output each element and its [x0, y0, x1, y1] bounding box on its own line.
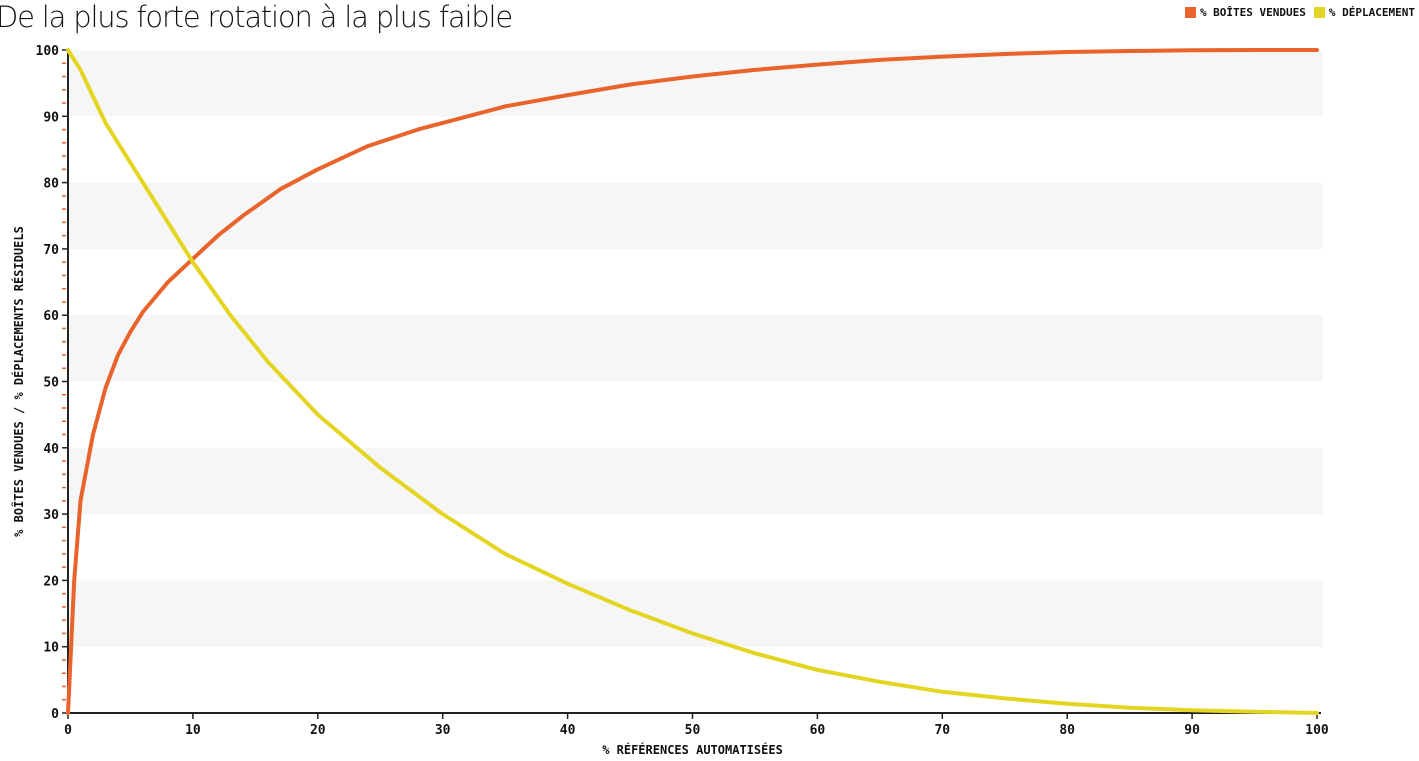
legend: % BOÎTES VENDUES % DÉPLACEMENT	[1184, 6, 1415, 19]
legend-item-boites[interactable]: % BOÎTES VENDUES	[1184, 6, 1306, 19]
y-tick-label: 30	[43, 508, 59, 523]
y-tick-label: 90	[43, 110, 59, 125]
axes	[67, 48, 1321, 714]
x-tick-label: 80	[1059, 723, 1075, 738]
x-tick-label: 40	[560, 723, 576, 738]
legend-item-deplacement[interactable]: % DÉPLACEMENT	[1313, 6, 1415, 19]
grid-band	[68, 580, 1323, 647]
x-tick-label: 0	[64, 723, 72, 738]
grid-band	[68, 182, 1323, 249]
legend-label-boites: % BOÎTES VENDUES	[1199, 6, 1306, 19]
x-tick-label: 10	[185, 723, 201, 738]
legend-swatch-deplacement	[1313, 7, 1325, 18]
series-line-boites-vendues	[66, 48, 1319, 715]
x-tick-label: 50	[685, 723, 701, 738]
y-tick-label: 50	[43, 376, 59, 391]
x-tick-label: 30	[435, 723, 451, 738]
x-axis-label: % RÉFÉRENCES AUTOMATISÉES	[602, 742, 783, 757]
grid-band	[68, 447, 1323, 515]
series-lines	[66, 48, 1319, 715]
series-line-deplacement	[66, 48, 1319, 715]
x-tick-label: 90	[1184, 723, 1200, 738]
chart-title: De la plus forte rotation à la plus faib…	[0, 0, 513, 34]
y-tick-label: 60	[43, 309, 59, 324]
legend-label-deplacement: % DÉPLACEMENT	[1328, 6, 1415, 19]
x-tick-label: 100	[1305, 723, 1329, 738]
y-tick-label: 100	[36, 44, 60, 59]
y-axis-ticks: 0 10 20 30 40 50 60 70 80 90 100	[36, 44, 68, 722]
x-axis-ticks: 0 10 20 30 40 50 60 70 80 90 100	[64, 713, 1329, 738]
x-tick-label: 20	[310, 723, 326, 738]
y-axis-label: % BOÎTES VENDUES / % DÉPLACEMENTS RÉSIDU…	[11, 226, 26, 537]
y-tick-label: 40	[43, 442, 59, 457]
y-tick-label: 10	[43, 641, 59, 656]
x-tick-label: 60	[810, 723, 826, 738]
y-tick-label: 70	[43, 243, 59, 258]
x-tick-label: 70	[934, 723, 950, 738]
y-tick-label: 20	[43, 574, 59, 589]
legend-swatch-boites	[1184, 7, 1196, 18]
y-tick-label: 0	[51, 707, 59, 722]
grid-band	[68, 50, 1323, 117]
y-tick-label: 80	[43, 177, 59, 192]
